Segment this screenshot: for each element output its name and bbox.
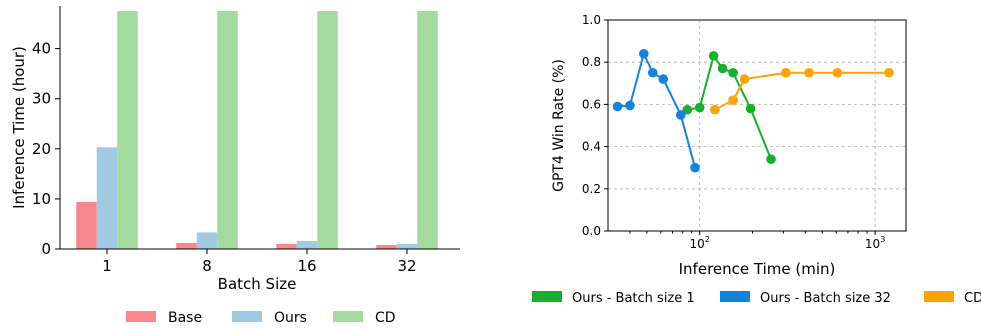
point-ours-batch-size-1 (717, 63, 728, 74)
y-tick-label: 0 (41, 240, 51, 258)
point-ours-batch-size-32 (675, 110, 686, 120)
y-tick-label: 30 (32, 90, 51, 108)
point-cd (739, 74, 750, 84)
bar-cd-1 (117, 11, 138, 249)
bar-ours-1 (96, 147, 118, 249)
legend-swatch-cd (333, 311, 363, 322)
y-tick-label: 0.4 (582, 140, 601, 154)
point-ours-batch-size-1 (694, 102, 705, 113)
y-tick-label: 0.8 (582, 55, 601, 69)
y-tick-label: 40 (32, 40, 51, 58)
x-tick-label: 102 (690, 235, 710, 251)
point-cd (710, 104, 720, 115)
point-ours-batch-size-32 (647, 67, 658, 78)
bar-cd-8 (217, 11, 238, 249)
x-tick-label: 1 (102, 257, 112, 275)
legend-label-ours-batch-size-1: Ours - Batch size 1 (572, 291, 695, 306)
bar-base-32 (376, 244, 397, 249)
point-ours-batch-size-32 (658, 74, 669, 84)
y-tick-label: 0.2 (582, 182, 601, 196)
y-tick-label: 0.0 (582, 224, 601, 238)
legend-swatch-ours (232, 311, 262, 322)
point-ours-batch-size-1 (682, 104, 693, 115)
x-tick-label: 32 (397, 257, 416, 275)
y-tick-label: 0.6 (582, 97, 601, 111)
bar-base-1 (76, 201, 97, 249)
bar-ours-16 (296, 240, 318, 249)
bar-cd-16 (317, 11, 338, 249)
legend-label-ours: Ours (274, 310, 307, 326)
legend-swatch-base (126, 311, 156, 322)
legend-swatch-ours-batch-size-1 (532, 291, 562, 302)
point-ours-batch-size-32 (625, 100, 635, 111)
bar-ours-8 (196, 232, 218, 249)
x-tick-label: 16 (297, 257, 316, 275)
point-ours-batch-size-32 (612, 101, 623, 112)
x-tick-label: 8 (202, 257, 212, 275)
bar-base-8 (176, 242, 197, 249)
bar-ours-32 (396, 243, 418, 249)
legend-swatch-cd (924, 291, 954, 302)
bar-cd-32 (417, 11, 438, 249)
point-cd (728, 95, 738, 105)
point-cd (781, 67, 791, 78)
point-ours-batch-size-32 (639, 48, 649, 59)
point-ours-batch-size-1 (766, 154, 776, 165)
point-ours-batch-size-1 (728, 67, 738, 78)
y-axis-title: GPT4 Win Rate (%) (551, 59, 567, 192)
y-axis-title: Inference Time (hour) (10, 46, 28, 209)
point-ours-batch-size-1 (708, 51, 719, 61)
y-tick-label: 1.0 (582, 13, 601, 27)
x-tick-label: 103 (865, 235, 885, 251)
legend-swatch-ours-batch-size-32 (720, 291, 750, 302)
legend-label-ours-batch-size-32: Ours - Batch size 32 (760, 291, 891, 306)
point-ours-batch-size-32 (690, 162, 700, 173)
legend-label-cd: CD (375, 310, 396, 326)
legend-label-base: Base (168, 310, 202, 326)
point-cd (832, 67, 843, 78)
win-rate-line-chart: 0.0 0.2 0.4 0.6 0.8 1.0 102 103 Inference Time (… (532, 13, 981, 306)
x-axis-title: Batch Size (218, 275, 297, 293)
inference-time-bar-chart: 0 10 20 30 40 1 8 16 32 Batch Size Inference Time … (10, 6, 460, 326)
point-cd (804, 67, 814, 78)
x-axis-title: Inference Time (min) (679, 260, 836, 278)
y-tick-label: 20 (32, 140, 51, 158)
point-cd (884, 67, 894, 78)
y-tick-label: 10 (32, 190, 51, 208)
legend-label-cd: CD (964, 291, 981, 306)
plot-frame (607, 19, 907, 232)
bar-base-16 (276, 243, 297, 249)
point-ours-batch-size-1 (745, 103, 756, 114)
